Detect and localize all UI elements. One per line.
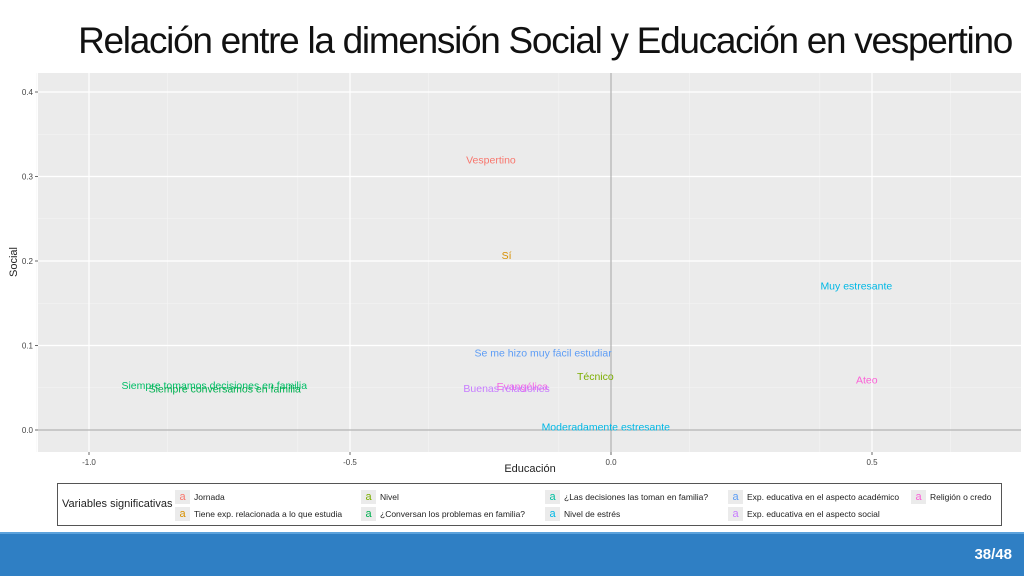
point-label: Sí [502, 250, 512, 262]
legend-key: a [545, 507, 560, 521]
x-tick-label: -0.5 [343, 458, 357, 467]
legend-label: Exp. educativa en el aspecto académico [747, 492, 900, 502]
axis-ticks: -1.0 -0.5 0.0 0.5 0.0 0.1 0.2 0.3 0.4 [22, 88, 878, 467]
legend-item: a ¿Las decisiones las toman en familia? [545, 490, 708, 504]
point-labels: Vespertino Sí Muy estresante Se me hizo muy… [121, 155, 892, 434]
legend-key: a [175, 507, 190, 521]
scatter-chart: -1.0 -0.5 0.0 0.5 0.0 0.1 0.2 0.3 0.4 Vespertino… [8, 73, 1021, 475]
point-label: Vespertino [466, 155, 516, 167]
legend-item: a Tiene exp. relacionada a lo que estudia [175, 507, 342, 521]
point-label: Ateo [856, 374, 878, 386]
legend-title: Variables significativas [62, 498, 173, 510]
y-axis-title: Social [8, 247, 20, 277]
point-label: Siempre tomamos decisiones en familia [121, 380, 307, 392]
legend-key: a [728, 490, 743, 504]
legend-item: a Nivel [361, 490, 399, 504]
point-label: Buenas relaciones [463, 383, 549, 395]
legend-key: a [728, 507, 743, 521]
legend-item: a Nivel de estrés [545, 507, 620, 521]
legend-item: a Jornada [175, 490, 225, 504]
legend-label: Tiene exp. relacionada a lo que estudia [194, 509, 343, 519]
legend-label: Nivel de estrés [564, 509, 621, 519]
legend-label: Jornada [194, 492, 225, 502]
legend-item: a Exp. educativa en el aspecto académico [728, 490, 899, 504]
point-label: Evangélica [497, 381, 549, 393]
legend-item: a ¿Conversan los problemas en familia? [361, 507, 525, 521]
legend-label: ¿Las decisiones las toman en familia? [564, 492, 709, 502]
y-tick-label: 0.4 [22, 88, 34, 97]
legend-item: a Exp. educativa en el aspecto social [728, 507, 880, 521]
point-label: Se me hizo muy fácil estudiar [475, 347, 613, 359]
point-label: Técnico [577, 371, 614, 383]
y-tick-label: 0.0 [22, 426, 34, 435]
legend-key: a [175, 490, 190, 504]
legend-key: a [361, 507, 376, 521]
reference-lines [38, 73, 1021, 452]
page-number: 38/48 [974, 546, 1012, 563]
footer-bar [0, 534, 1024, 576]
y-tick-label: 0.2 [22, 257, 34, 266]
legend-key: a [545, 490, 560, 504]
legend-label: Religión o credo [930, 492, 992, 502]
footer-accent [0, 532, 1024, 535]
point-label: Siempre conversamos en familia [149, 384, 301, 396]
legend-label: Exp. educativa en el aspecto social [747, 509, 880, 519]
y-tick-label: 0.1 [22, 342, 34, 351]
y-tick-label: 0.3 [22, 173, 34, 182]
point-label: Moderadamente estresante [542, 422, 671, 434]
slide-title: Relación entre la dimensión Social y Edu… [78, 20, 1013, 61]
x-tick-label: 0.5 [866, 458, 878, 467]
point-label: Muy estresante [820, 281, 892, 293]
legend-item: a Religión o credo [911, 490, 991, 504]
x-tick-label: 0.0 [605, 458, 617, 467]
legend-label: ¿Conversan los problemas en familia? [380, 509, 526, 519]
plot-panel [38, 73, 1021, 452]
x-tick-label: -1.0 [82, 458, 96, 467]
x-axis-title: Educación [504, 463, 555, 475]
legend: Variables significativas a Jornada a Tiene … [57, 483, 1002, 526]
legend-label: Nivel [380, 492, 399, 502]
legend-key: a [361, 490, 376, 504]
legend-key: a [911, 490, 926, 504]
